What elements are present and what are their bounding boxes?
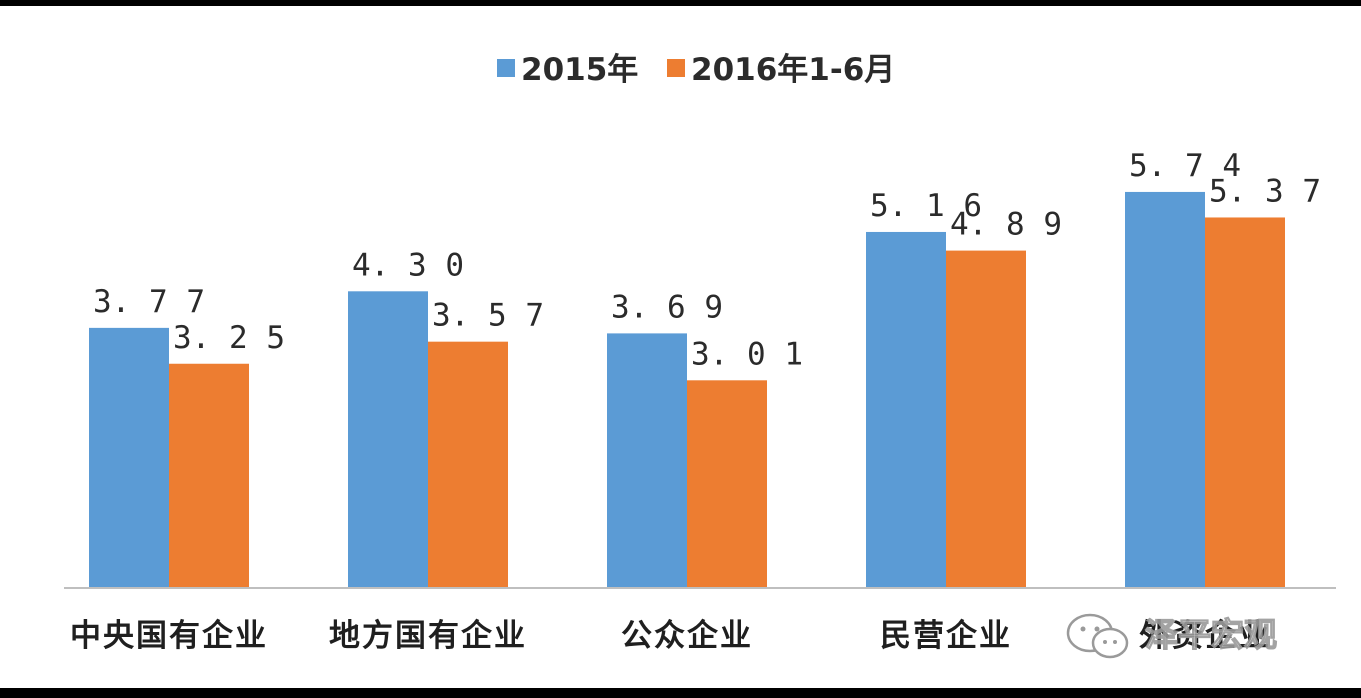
watermark-text: 泽平宏观: [1145, 615, 1277, 654]
value-label-1-2: 4. 3 0: [352, 247, 464, 283]
wechat-icon: [1066, 613, 1129, 659]
legend: 2015年 2016年1-6月: [497, 52, 895, 88]
bar-1-3: [607, 333, 687, 588]
bar-2-1: [169, 363, 249, 588]
bar-2-4: [946, 250, 1026, 588]
bar-1-1: [89, 327, 169, 588]
bar-1-5: [1125, 191, 1205, 588]
value-labels-group: 3. 7 73. 2 5 4. 3 0 3. 5 7 3. 6 9 3. 0 1 5. 1…: [93, 148, 1321, 372]
value-label-2-5: 5. 3 7: [1209, 173, 1321, 209]
legend-swatch-2: [667, 59, 685, 77]
bar-2-3: [687, 380, 767, 588]
value-label-2-1: 3. 2 5: [173, 320, 285, 356]
category-label-1: 中央国有企业: [70, 618, 268, 654]
watermark: 泽平宏观: [1066, 613, 1278, 659]
value-label-1-5: 5. 7 4: [1129, 148, 1241, 184]
bars-group: [89, 191, 1285, 588]
legend-label-1: 2015年: [521, 52, 638, 88]
bar-2-2: [428, 341, 508, 588]
bar-1-2: [348, 291, 428, 588]
bar-2-5: [1205, 217, 1285, 588]
category-label-5: 外资企业: [1139, 618, 1271, 654]
category-label-3: 公众企业: [621, 618, 753, 654]
value-label-1-3: 3. 6 9: [611, 289, 723, 325]
value-label-2-3: 3. 0 1: [691, 336, 803, 372]
value-label-1-1: 3. 7 7: [93, 284, 205, 320]
legend-label-2: 2016年1-6月: [691, 52, 895, 88]
category-labels-group: 中央国有企业 地方国有企业 公众企业 民营企业 外资企业: [70, 618, 1271, 654]
bar-1-4: [866, 231, 946, 588]
category-label-2: 地方国有企业: [329, 618, 527, 654]
value-label-2-2: 3. 5 7: [432, 298, 544, 334]
value-label-1-4: 5. 1 6: [870, 188, 982, 224]
value-label-2-4: 4. 8 9: [950, 207, 1062, 243]
legend-swatch-1: [497, 59, 515, 77]
category-label-4: 民营企业: [880, 618, 1012, 654]
